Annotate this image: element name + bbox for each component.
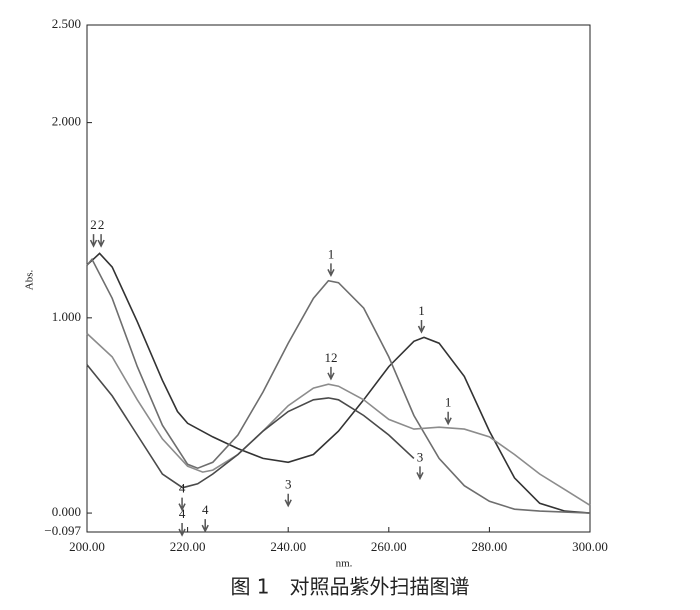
spectrum-line (86, 257, 591, 514)
peak-label: 1 (328, 246, 335, 261)
peak-label: 12 (324, 350, 337, 365)
x-tick-label: 220.00 (170, 539, 206, 554)
peak-arrow (178, 523, 186, 537)
peak-label: 3 (285, 477, 292, 492)
y-tick-label: 2.000 (52, 114, 81, 129)
x-tick-label: 260.00 (371, 539, 407, 554)
spectrum-line (86, 364, 415, 489)
peak-arrow (327, 263, 335, 278)
peak-arrow (444, 411, 452, 426)
y-tick-label: −0.097 (44, 523, 81, 538)
caption: 图 1 对照品紫外扫描图谱 (230, 575, 469, 599)
y-tick-label: 1.000 (52, 309, 81, 324)
peak-arrow (178, 497, 186, 512)
peak-arrow (201, 519, 209, 533)
x-tick-label: 300.00 (572, 539, 608, 554)
peak-label: 1 (418, 303, 425, 318)
peak-label: 2 (98, 217, 105, 232)
x-axis-label: nm. (336, 558, 353, 570)
x-tick-label: 200.00 (69, 539, 105, 554)
spectrum-line (86, 332, 591, 506)
peak-label: 2 (90, 217, 97, 232)
peak-arrow (284, 493, 292, 508)
peak-label: 4 (179, 481, 186, 496)
y-tick-label: 0.000 (52, 504, 81, 519)
peak-arrow (97, 234, 105, 248)
peak-arrow (89, 234, 98, 248)
peak-label: 1 (445, 395, 452, 410)
plot-frame (86, 24, 591, 533)
peak-arrow (417, 319, 426, 334)
peak-arrow (327, 366, 335, 381)
peak-arrow (416, 466, 424, 481)
peak-label: 3 (417, 449, 424, 464)
y-axis-label: Abs. (24, 270, 36, 291)
x-tick-label: 280.00 (472, 539, 508, 554)
peak-label: 4 (179, 506, 186, 521)
y-tick-label: 2.500 (52, 16, 81, 31)
x-tick-label: 240.00 (270, 539, 306, 554)
peak-label: 4 (202, 502, 209, 517)
